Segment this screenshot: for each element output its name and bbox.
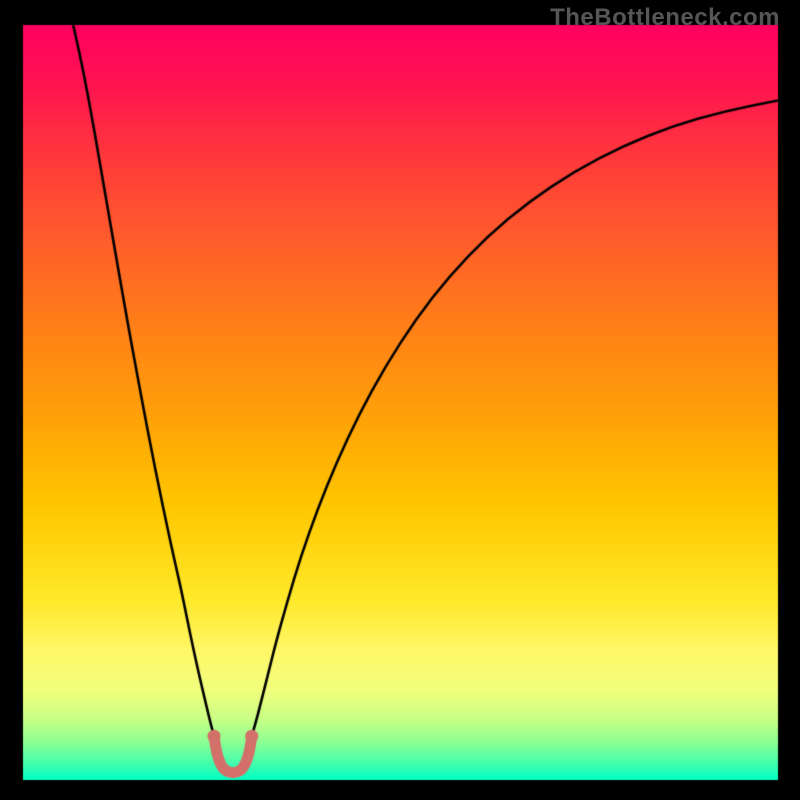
chart-stage: TheBottleneck.com (0, 0, 800, 800)
bottleneck-curve (0, 0, 800, 800)
